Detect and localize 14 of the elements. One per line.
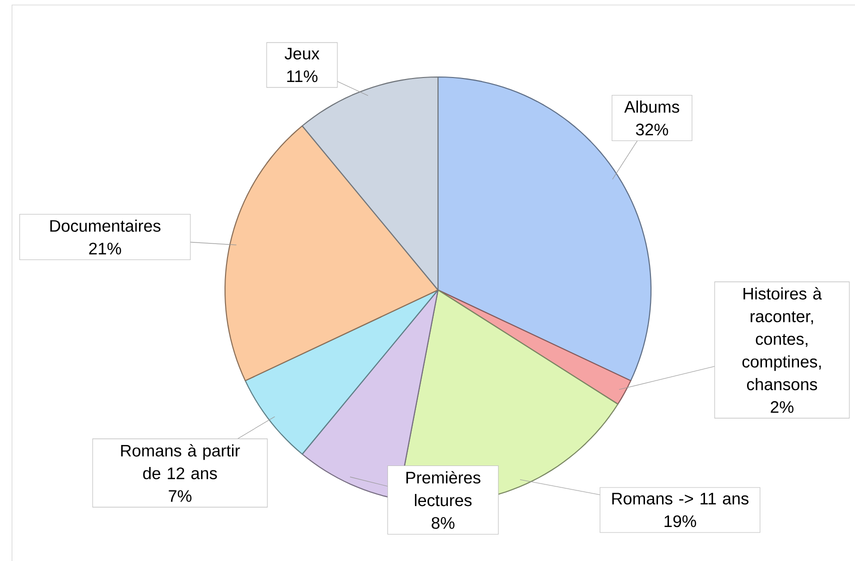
slice-label: Albums — [624, 100, 680, 113]
slice-label: Romans à partir de 12 ans — [121, 444, 240, 480]
data-label: 21% — [89, 242, 122, 254]
slice-label: Documentaires — [50, 220, 160, 232]
data-label: 8% — [432, 517, 454, 529]
slice-label: Jeux — [284, 48, 320, 60]
data-label: 7% — [168, 490, 192, 502]
data-label: 32% — [636, 124, 668, 136]
data-label: 11% — [287, 70, 318, 82]
data-label: 2% — [770, 401, 794, 413]
data-label: 19% — [664, 515, 696, 528]
slice-label: Premières lectures — [406, 471, 480, 506]
slice-label: Romans -> 11 ans — [612, 492, 748, 504]
slice-label: Histoires à raconter, contes, comptines, chansons — [742, 287, 822, 390]
